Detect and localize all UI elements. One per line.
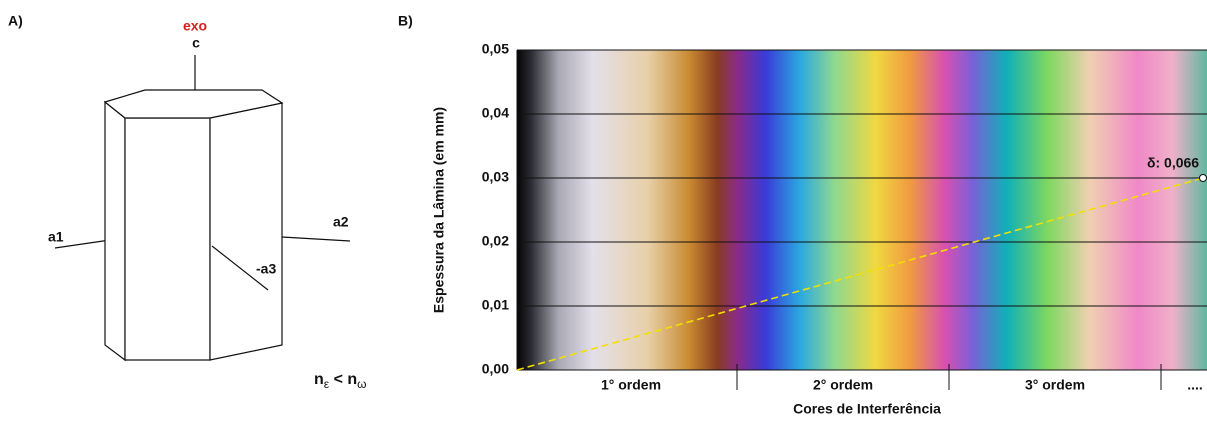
exo-label: exo xyxy=(183,18,207,34)
relation: nε < nω xyxy=(314,371,367,391)
relation-part: n xyxy=(314,371,324,388)
annotation: δ: 0,066 xyxy=(1147,155,1199,171)
y-axis-title: Espessura da Lâmina (em mm) xyxy=(431,107,447,313)
axis-a1-label: a1 xyxy=(48,229,64,245)
figure: A) exo c a1 a2 -a3 nε < nω B) Espessura … xyxy=(0,0,1207,421)
x-tick-label: .... xyxy=(1187,377,1203,393)
y-tick-label: 0,05 xyxy=(482,41,509,57)
y-tick-label: 0,00 xyxy=(482,361,509,377)
relation-sub: ω xyxy=(357,377,366,391)
y-tick-label: 0,04 xyxy=(482,105,509,121)
x-tick-label: 3° ordem xyxy=(1025,377,1085,393)
y-tick-label: 0,02 xyxy=(482,233,509,249)
y-tick-label: 0,03 xyxy=(482,169,509,185)
prism xyxy=(55,55,350,360)
panel-label: A) xyxy=(8,13,23,29)
x-axis-title: Cores de Interferência xyxy=(793,401,941,417)
panel-label: B) xyxy=(398,13,413,29)
end-point xyxy=(1200,175,1207,182)
axis-a3-label: -a3 xyxy=(256,261,276,277)
x-tick-label: 1° ordem xyxy=(601,377,661,393)
relation-part: < xyxy=(329,371,347,388)
interference-colors xyxy=(517,50,1207,370)
axis-c-label: c xyxy=(192,35,200,51)
x-tick-label: 2° ordem xyxy=(813,377,873,393)
axis-a2-label: a2 xyxy=(333,214,349,230)
y-tick-label: 0,01 xyxy=(482,297,509,313)
relation-part: n xyxy=(347,371,357,388)
